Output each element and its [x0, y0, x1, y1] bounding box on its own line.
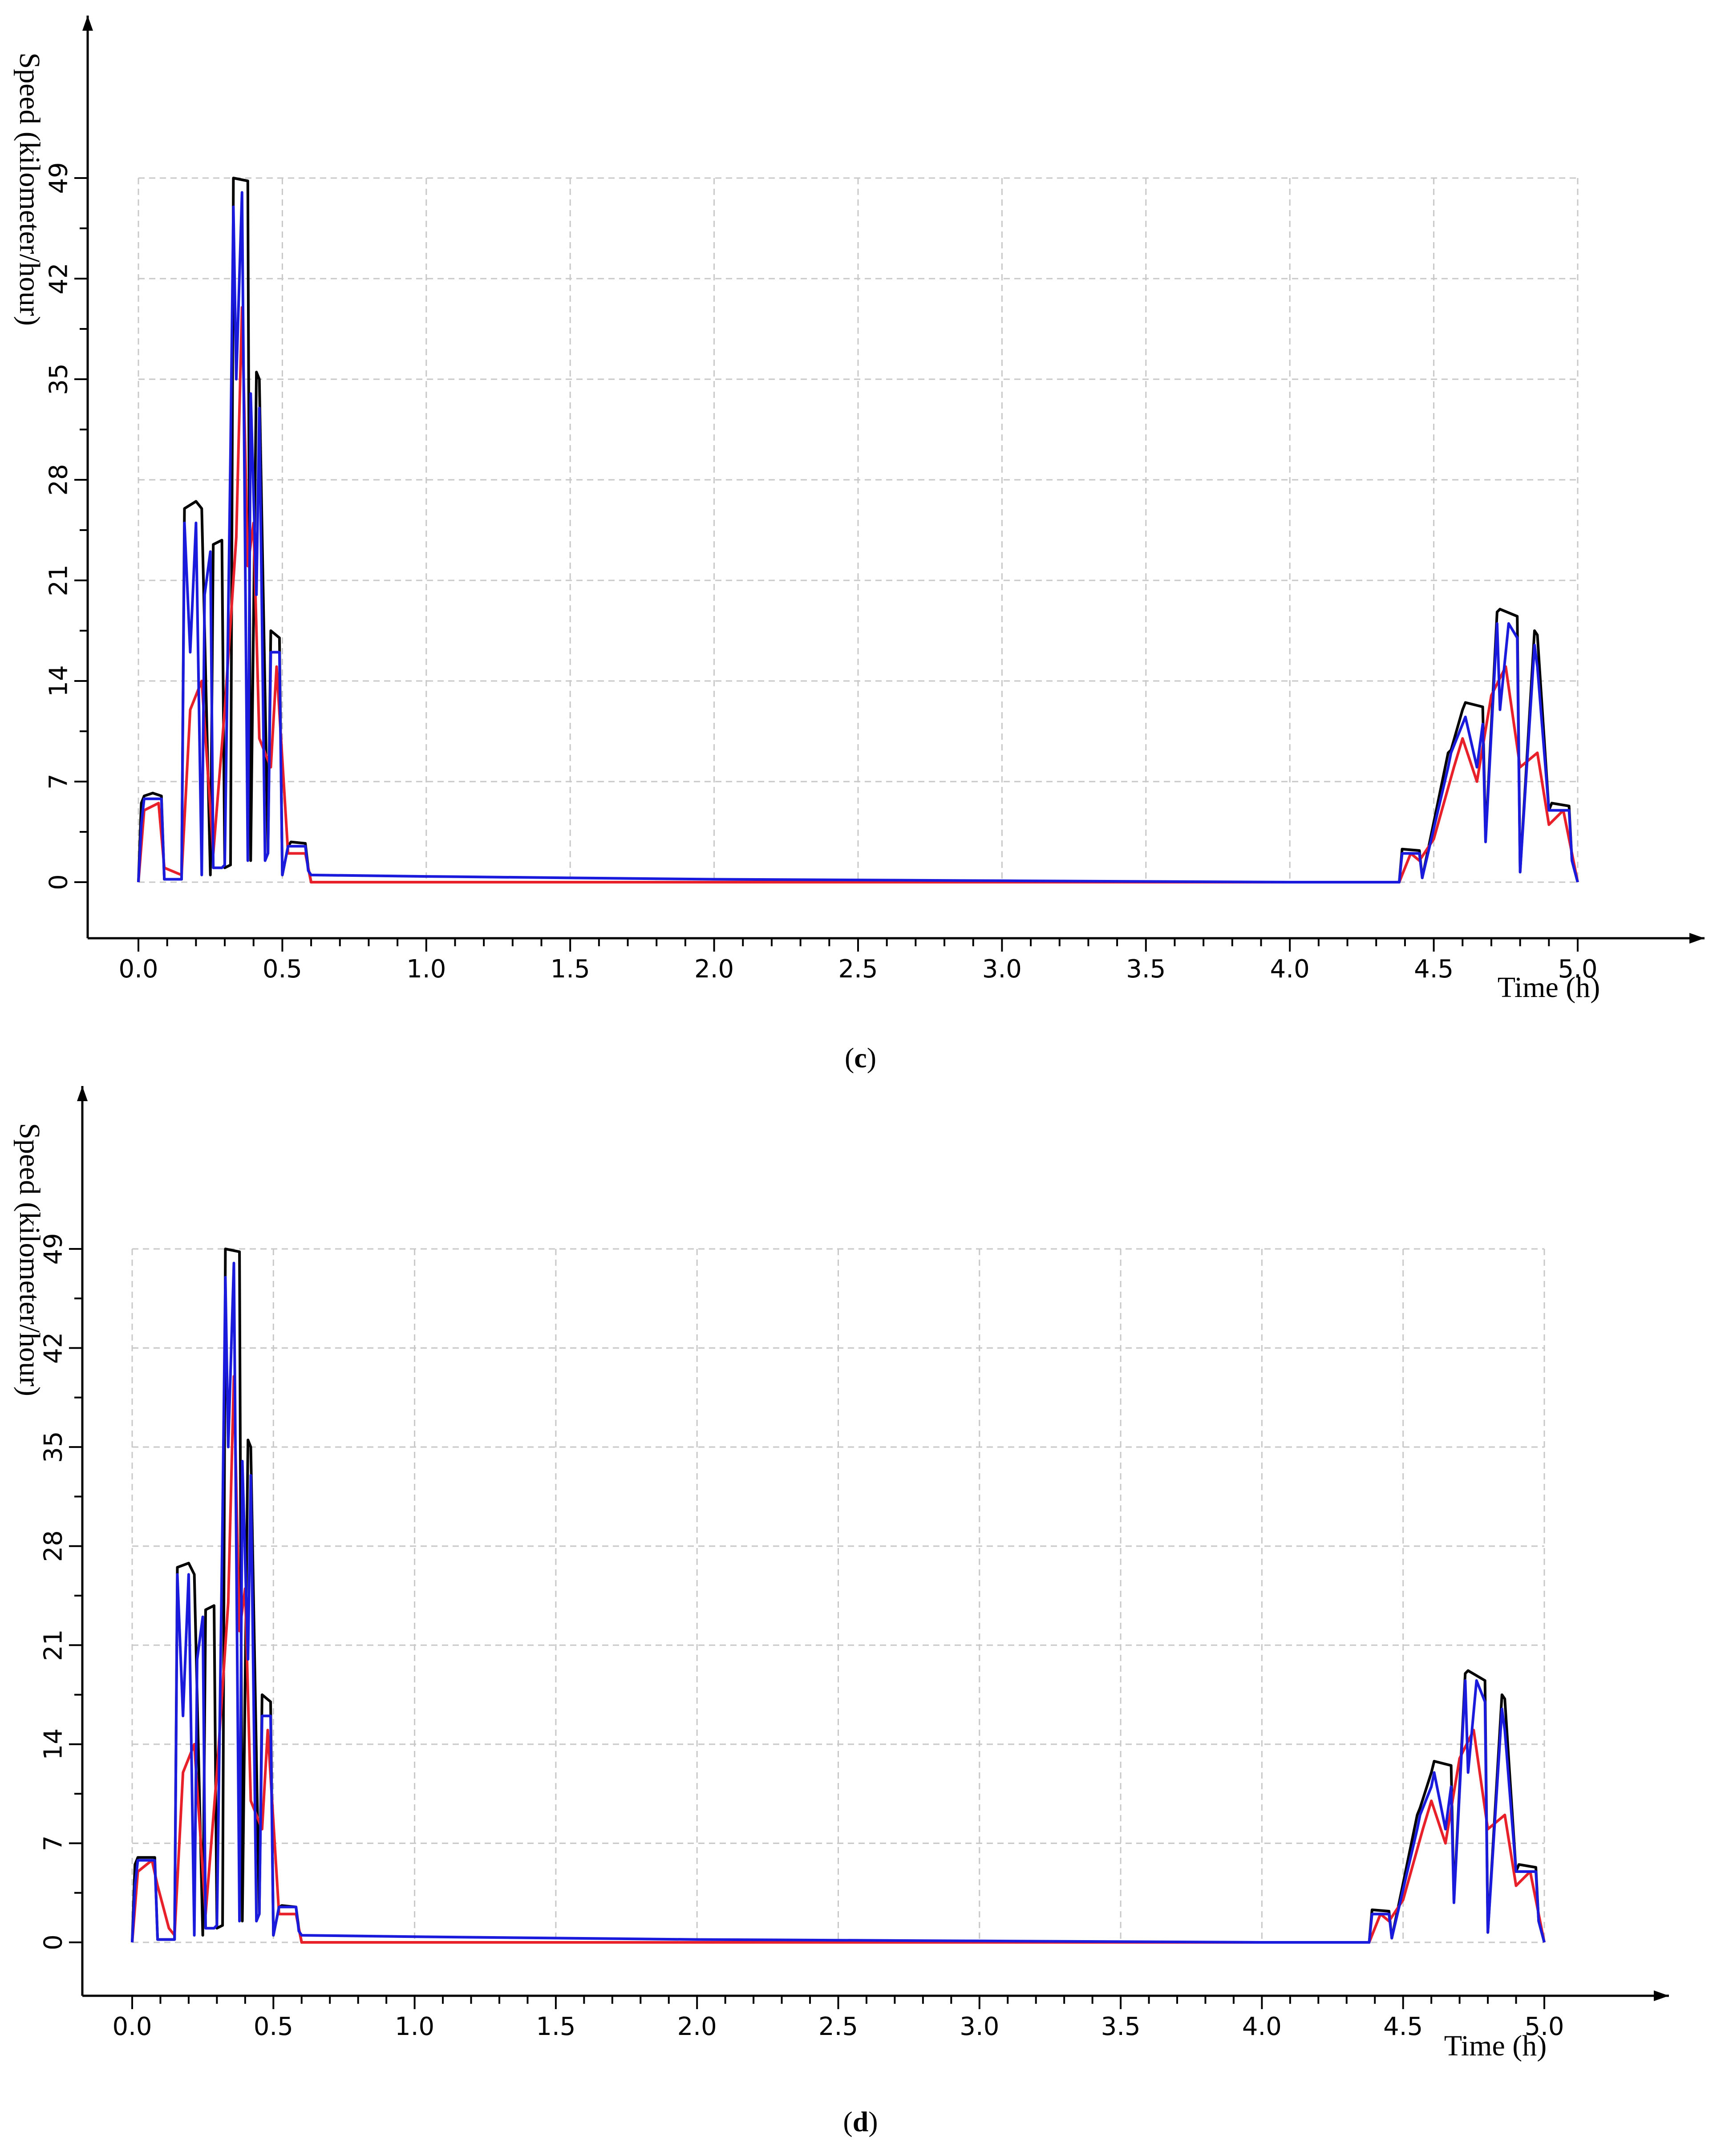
y-tick-label: 21 [39, 1629, 68, 1661]
y-tick-label: 35 [39, 1431, 68, 1463]
x-tick-label: 1.5 [551, 955, 590, 984]
x-tick-label: 3.5 [1126, 955, 1166, 984]
speed-chart-c: 0.0 0.5 1.0 1.5 2.0 2.5 3.0 3.5 4.0 4.5 5.0 0 7 14 21 2… [13, 16, 1705, 1004]
x-axis-arrow [1654, 1990, 1669, 2001]
y-tick-label: 14 [45, 665, 73, 697]
x-axis-label: Time (h) [1444, 2030, 1547, 2062]
y-axis-label: Speed (kilometer/hour) [13, 53, 46, 326]
y-tick-label: 35 [45, 363, 73, 395]
y-tick-label: 7 [45, 774, 73, 790]
x-tick-label: 5.0 [1558, 955, 1597, 984]
x-tick-label: 0.5 [254, 2012, 293, 2041]
x-tick-label: 0.5 [263, 955, 302, 984]
x-tick-label: 3.0 [960, 2012, 999, 2041]
series-line-2 [131, 1261, 1546, 1944]
y-axis-label: Speed (kilometer/hour) [13, 1123, 46, 1396]
y-axis-arrow [77, 1086, 88, 1101]
x-axis-arrow [1689, 933, 1705, 944]
y-tick-label: 21 [45, 564, 73, 596]
x-tick-label: 5.0 [1524, 2012, 1564, 2041]
chart-panel-c: 0.0 0.5 1.0 1.5 2.0 2.5 3.0 3.5 4.0 4.5 5.0 0 7 14 21 2… [0, 0, 1721, 1074]
y-axis-arrow [82, 16, 93, 31]
y-tick-label: 0 [45, 874, 73, 890]
y-tick-label: 28 [45, 464, 73, 495]
y-tick-label: 42 [45, 263, 73, 294]
x-tick-label: 0.0 [118, 955, 158, 984]
caption-d: (d) [843, 2106, 878, 2137]
series-line-1 [137, 306, 1579, 883]
x-tick-label: 2.0 [694, 955, 734, 984]
speed-chart-d: 0.0 0.5 1.0 1.5 2.0 2.5 3.0 3.5 4.0 4.5 5.0 0 7 14 21 2… [13, 1086, 1669, 2062]
x-tick-label: 1.0 [406, 955, 446, 984]
axes [69, 1086, 1669, 2009]
x-tick-label: 4.5 [1414, 955, 1454, 984]
x-tick-label: 0.0 [112, 2012, 152, 2041]
caption-c: (c) [844, 1042, 877, 1074]
x-tick-label: 3.0 [982, 955, 1022, 984]
y-tick-label: 7 [39, 1836, 68, 1852]
y-tick-label: 28 [39, 1530, 68, 1562]
y-tick-label: 49 [45, 162, 73, 194]
y-tick-label: 0 [39, 1934, 68, 1950]
series-line-2 [137, 191, 1579, 883]
x-tick-label: 4.5 [1383, 2012, 1423, 2041]
x-tick-label: 4.0 [1242, 2012, 1282, 2041]
x-tick-label: 2.0 [677, 2012, 717, 2041]
y-tick-label: 14 [39, 1728, 68, 1760]
x-tick-label: 2.5 [818, 2012, 858, 2041]
x-tick-label: 3.5 [1101, 2012, 1141, 2041]
axes [74, 16, 1705, 952]
x-tick-label: 1.5 [536, 2012, 575, 2041]
x-tick-label: 4.0 [1270, 955, 1310, 984]
y-tick-label: 49 [39, 1233, 68, 1264]
grid [138, 177, 1579, 883]
x-tick-label: 1.0 [395, 2012, 434, 2041]
grid [131, 1248, 1545, 1943]
chart-panel-d: 0.0 0.5 1.0 1.5 2.0 2.5 3.0 3.5 4.0 4.5 5.0 0 7 14 21 2… [0, 1077, 1721, 2156]
y-tick-label: 42 [39, 1332, 68, 1364]
x-axis-label: Time (h) [1498, 971, 1600, 1004]
x-tick-label: 2.5 [838, 955, 878, 984]
